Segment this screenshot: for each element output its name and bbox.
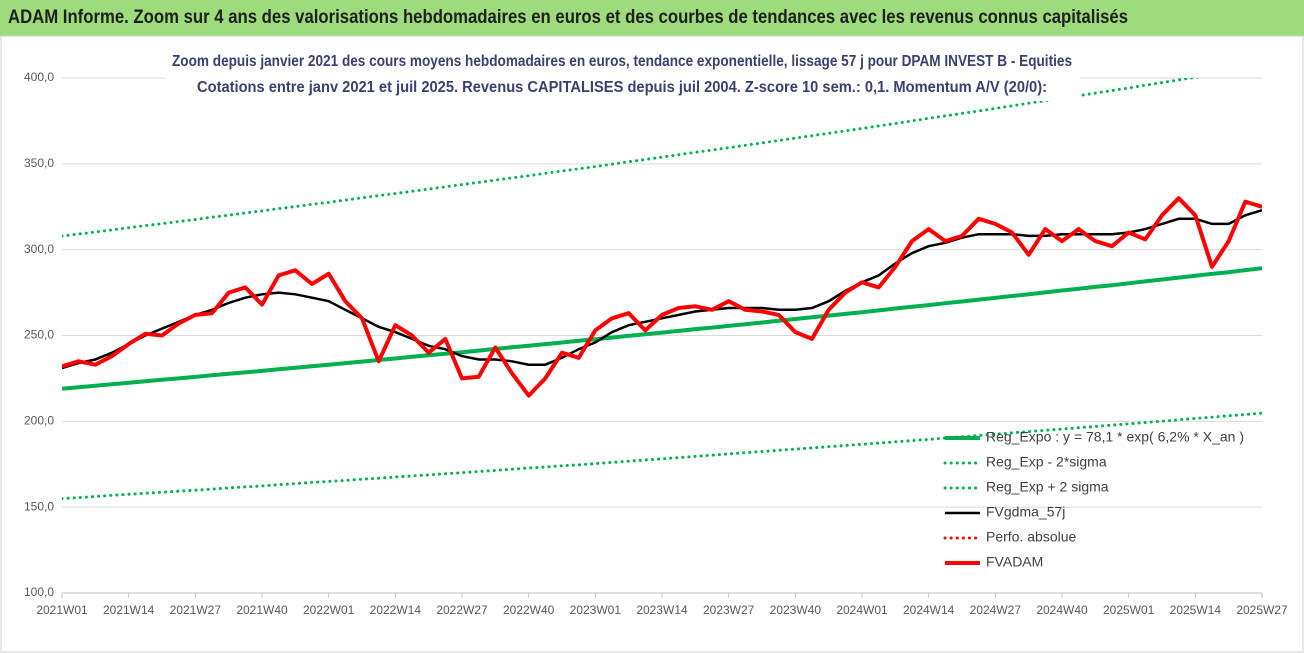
y-tick-label: 250,0 — [24, 328, 54, 342]
legend-label: Perfo. absolue — [986, 529, 1076, 545]
title-bar — [0, 0, 1304, 36]
series-line — [62, 411, 1262, 501]
chart-title: ADAM Informe. Zoom sur 4 ans des valoris… — [8, 7, 1128, 28]
x-tick-label: 2025W14 — [1170, 603, 1222, 617]
y-tick-label: 200,0 — [24, 414, 54, 428]
subtitle-box — [165, 49, 1080, 101]
subtitle: Cotations entre janv 2021 et juil 2025. … — [197, 79, 1047, 96]
x-tick-label: 2023W14 — [636, 603, 688, 617]
legend-label: FVADAM — [986, 554, 1043, 570]
x-tick-label: 2024W01 — [836, 603, 888, 617]
x-tick-label: 2023W27 — [703, 603, 755, 617]
series-line — [62, 196, 1262, 398]
x-tick-label: 2021W27 — [170, 603, 222, 617]
x-tick-label: 2024W40 — [1036, 603, 1088, 617]
y-tick-label: 400,0 — [24, 70, 54, 84]
series-line — [62, 78, 1201, 238]
x-tick-label: 2022W14 — [370, 603, 422, 617]
x-tick-label: 2021W01 — [36, 603, 88, 617]
x-tick-label: 2023W40 — [770, 603, 822, 617]
y-tick-label: 100,0 — [24, 585, 54, 599]
x-tick-label: 2025W27 — [1236, 603, 1288, 617]
series-line — [62, 266, 1262, 391]
legend-label: Reg_Expo : y = 78,1 * exp( 6,2% * X_an ) — [986, 429, 1244, 445]
x-tick-label: 2022W01 — [303, 603, 355, 617]
x-tick-label: 2022W40 — [503, 603, 555, 617]
legend-label: Reg_Exp + 2 sigma — [986, 479, 1109, 495]
legend-label: FVgdma_57j — [986, 504, 1065, 520]
x-tick-label: 2021W14 — [103, 603, 155, 617]
x-tick-label: 2025W01 — [1103, 603, 1155, 617]
y-tick-label: 350,0 — [24, 156, 54, 170]
y-tick-label: 300,0 — [24, 242, 54, 256]
y-tick-label: 150,0 — [24, 499, 54, 513]
subtitle: Zoom depuis janvier 2021 des cours moyen… — [172, 53, 1072, 70]
chart-frame — [0, 35, 1304, 653]
series-line — [62, 209, 1262, 370]
x-tick-label: 2024W27 — [970, 603, 1022, 617]
x-tick-label: 2021W40 — [236, 603, 288, 617]
legend-label: Reg_Exp - 2*sigma — [986, 454, 1107, 470]
x-tick-label: 2022W27 — [436, 603, 488, 617]
x-tick-label: 2023W01 — [570, 603, 622, 617]
x-tick-label: 2024W14 — [903, 603, 955, 617]
